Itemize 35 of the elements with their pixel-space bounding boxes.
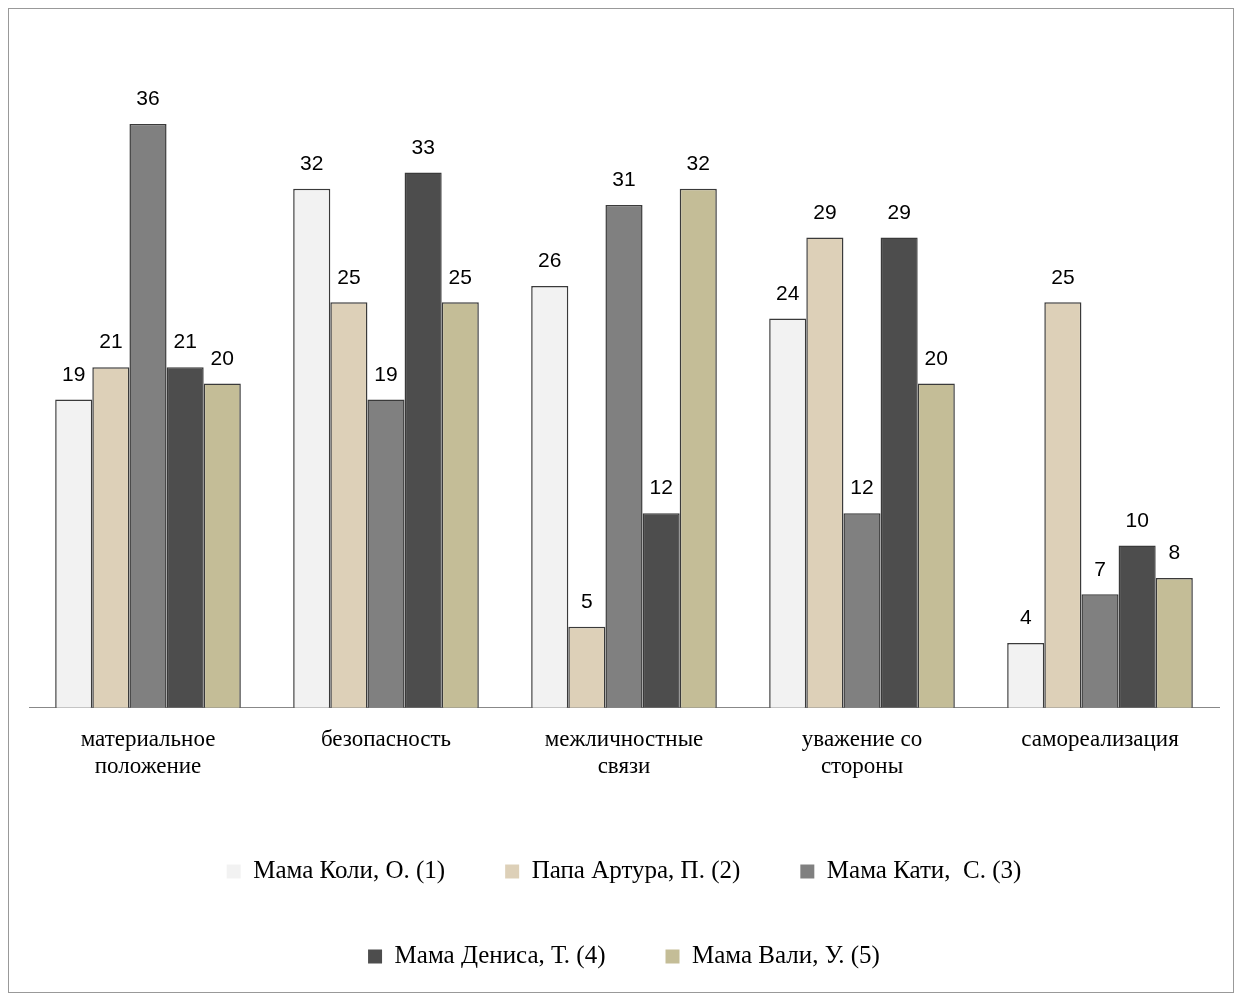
- data-label: 31: [612, 167, 636, 191]
- legend-label: Мама Коли, О. (1): [253, 856, 446, 885]
- data-label: 32: [686, 151, 710, 175]
- data-label: 19: [374, 361, 398, 385]
- legend-label: Папа Артура, П. (2): [531, 856, 741, 885]
- data-label: 20: [210, 345, 234, 369]
- x-tick-label: безопасность: [320, 725, 452, 751]
- x-tick-label: самореализация: [1021, 725, 1180, 751]
- data-label: 25: [1051, 264, 1075, 288]
- data-label: 19: [62, 361, 86, 385]
- data-label: 29: [813, 199, 837, 223]
- data-label: 4: [1019, 605, 1032, 629]
- data-label: 12: [850, 475, 874, 499]
- legend-label: Мама Вали, У. (5): [692, 941, 880, 970]
- data-label: 25: [337, 264, 361, 288]
- data-label: 12: [649, 475, 673, 499]
- data-label: 33: [411, 134, 435, 158]
- data-label: 32: [300, 151, 324, 175]
- data-label: 21: [173, 329, 197, 353]
- data-label: 7: [1094, 556, 1106, 580]
- x-tick-label: межличностные связи: [544, 725, 704, 779]
- data-label: 8: [1168, 540, 1181, 564]
- x-tick-label: уважение со стороны: [801, 725, 923, 779]
- legend-label: Мама Кати, С. (3): [826, 856, 1022, 885]
- data-label: 29: [887, 199, 911, 223]
- data-label: 21: [99, 329, 123, 353]
- data-label: 5: [581, 589, 593, 612]
- data-label: 25: [448, 264, 472, 288]
- data-label: 36: [136, 86, 160, 110]
- legend-label: Мама Дениса, Т. (4): [394, 941, 606, 970]
- data-label: 10: [1125, 507, 1149, 531]
- x-tick-label: материальное положение: [80, 725, 216, 779]
- data-label: 20: [924, 345, 948, 369]
- data-label: 26: [538, 248, 562, 272]
- data-label: 24: [776, 280, 800, 304]
